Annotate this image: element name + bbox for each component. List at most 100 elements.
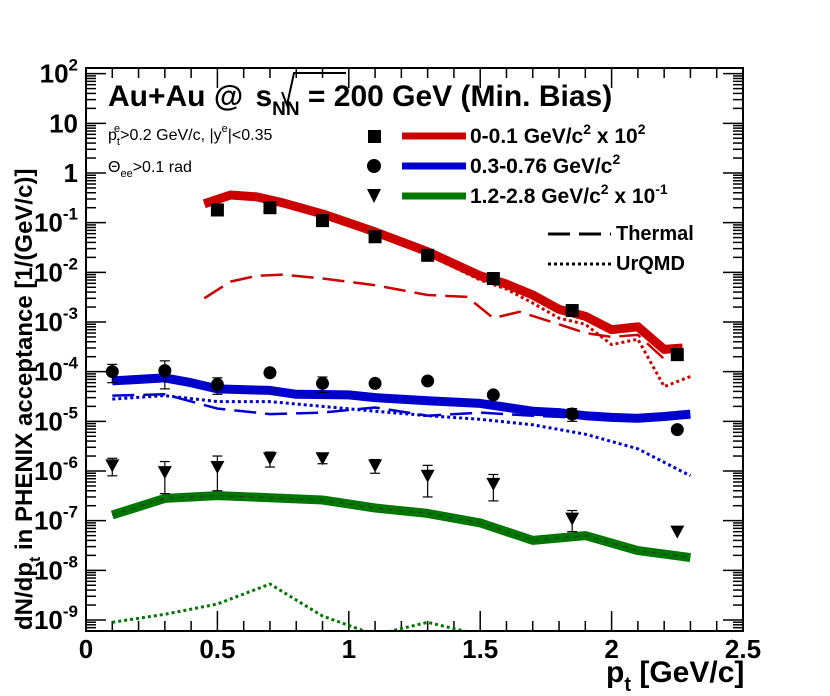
y-tick-base: 10 [40,59,69,89]
data-point-circle [263,366,277,380]
data-point-triangle [368,459,383,473]
y-axis-ticks [86,72,743,632]
cut-theta-end: >0.1 rad [133,159,192,176]
legend-label-1: 0.3-0.76 GeV/c2 [470,151,620,178]
legend-label-2: 1.2-2.8 GeV/c2 x 10-1 [470,181,668,208]
y-tick-base: 10 [34,506,63,536]
plot-area [105,190,692,631]
x-tick-label: 2.5 [725,634,761,664]
cut-p-sub: t [117,136,120,148]
data-markers [105,201,685,539]
data-point-square [316,214,330,228]
title-nn: NN [272,99,299,120]
legend-2-mid: x 10 [609,185,656,208]
cuts-line-1: pte>0.2 GeV/c, |ye|<0.35 [108,123,273,148]
y-tick-exponent: -4 [63,354,79,373]
data-point-triangle [670,525,685,539]
data-point-circle [316,376,330,390]
cut-theta-sub: ee [120,168,132,180]
y-tick-label: 10-5 [34,403,78,436]
data-point-square [263,201,277,215]
cut-p-sup: e [114,123,120,135]
data-point-triangle [105,459,120,473]
y-tick-label: 10-3 [34,304,78,337]
title-suffix: = 200 GeV (Min. Bias) [300,80,613,113]
data-point-circle [421,374,435,388]
y-axis-tick-labels: 10210110-110-210-310-410-510-610-710-810… [34,56,79,635]
y-tick-base: 10 [34,456,63,486]
title-prefix: Au+Au @ [108,80,251,113]
x-axis-title: pt [GeV/c] [606,656,744,696]
x-tick-label: 2 [604,634,618,664]
y-axis-title: dN/dpt in PHENIX acceptance [1/(GeV/c)] [11,169,44,630]
legend-marker-circle [367,159,381,173]
data-point-square [565,304,579,318]
data-point-square [210,203,224,217]
y-title-sub: t [27,556,44,562]
y-tick-label: 10-9 [34,602,78,635]
legend-2-sup1: 2 [601,181,609,197]
y-tick-base: 10 [34,406,63,436]
y-title-post: in PHENIX acceptance [1/(GeV/c)] [11,169,38,557]
data-point-circle [486,388,500,402]
data-point-triangle [315,452,330,466]
sqrt-symbol [281,72,346,109]
x-tick-label: 0 [79,634,93,664]
urqmd-curve-1 [112,394,692,478]
cut-mid: >0.2 GeV/c, |y [120,127,222,144]
data-point-circle [158,364,172,378]
x-tick-label: 0.5 [199,634,235,664]
legend-label-urqmd: UrQMD [616,253,685,275]
data-point-triangle [565,512,580,526]
x-title-main: p [606,656,624,689]
y-tick-base: 10 [34,208,63,238]
title-s: s [255,80,272,113]
legend-2-sup2: -1 [655,181,668,197]
y-tick-exponent: -3 [63,304,78,323]
data-point-circle [210,378,224,392]
y-tick-label: 10-7 [34,503,78,536]
y-tick-label: 10-4 [34,354,79,387]
cuts-line-2: Θee>0.1 rad [108,159,192,180]
legend-0-sup1: 2 [583,121,591,137]
y-tick-exponent: -9 [63,602,78,621]
y-tick-label: 10 [49,108,78,138]
y-tick-base: 10 [34,555,63,585]
cut-p: p [108,127,117,144]
y-tick-base: 10 [34,605,63,635]
data-point-circle [565,407,579,421]
y-tick-base: 10 [34,257,63,287]
legend-0-mid: x 10 [591,125,638,148]
x-axis-tick-labels: 0 0.5 1 1.5 2 2.5 [79,634,761,664]
x-tick-label: 1 [342,634,356,664]
y-tick-label: 10-6 [34,453,78,486]
chart-title: Au+Au @ sNN = 200 GeV (Min. Bias) [108,80,612,120]
urqmd-curve-2 [112,582,471,631]
y-tick-exponent: -7 [63,503,78,522]
data-point-square [486,272,500,286]
data-point-circle [670,423,684,437]
y-tick-exponent: -2 [63,254,78,273]
total-curve-core-2 [112,495,691,559]
data-point-triangle [262,452,277,466]
y-tick-exponent: -6 [63,453,78,472]
y-title-pre: dN/dp [11,562,38,630]
y-tick-base: 1 [64,158,78,188]
data-point-triangle [420,469,435,483]
legend-1-sup1: 2 [612,151,620,167]
x-axis-ticks [85,68,744,631]
x-title-unit: [GeV/c] [631,656,744,689]
cut-y-sup: e [222,123,228,135]
y-tick-exponent: -1 [63,205,78,224]
data-point-square [368,230,382,244]
data-point-square [421,248,435,262]
cut-end: |<0.35 [228,127,273,144]
data-point-triangle [486,477,501,491]
y-tick-base: 10 [34,307,63,337]
y-tick-label: 10-8 [34,552,78,585]
data-point-triangle [157,466,172,480]
data-point-circle [105,365,119,379]
total-curve-1 [112,373,691,423]
x-title-sub: t [624,674,631,696]
